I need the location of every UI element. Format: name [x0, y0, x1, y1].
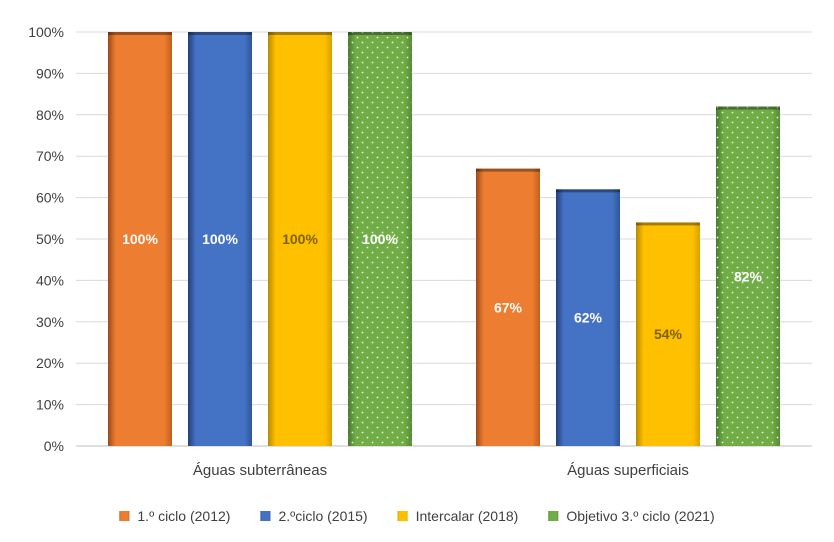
y-axis-ticks: 0% 10% 20% 30% 40% 50% 60% 70% 80% 90% 100% [28, 24, 64, 454]
bar [108, 32, 172, 446]
bar-dot-pattern [348, 32, 412, 446]
y-tick-label: 70% [36, 148, 64, 164]
bar-dot-pattern [716, 106, 780, 447]
bar-top-edge [716, 106, 780, 110]
data-labels: 100% 100% 100% 100% 67% 62% 54% 82% [122, 231, 762, 342]
y-tick-label: 60% [36, 190, 64, 206]
bar [636, 222, 700, 446]
bar [188, 32, 252, 446]
y-tick-label: 30% [36, 314, 64, 330]
data-label: 54% [654, 326, 683, 342]
x-category-label: Águas superficiais [567, 462, 689, 479]
bar-top-edge [108, 32, 172, 35]
legend-swatch [260, 511, 271, 521]
bar-top-edge [556, 189, 620, 193]
legend-swatch [119, 511, 130, 521]
x-axis-categories: Águas subterrâneas Águas superficiais [193, 462, 689, 479]
data-label: 100% [282, 231, 318, 247]
legend: 1.º ciclo (2012) 2.ºciclo (2015) Intercala… [119, 508, 715, 524]
bar-top-edge [188, 32, 252, 35]
y-tick-label: 100% [28, 24, 64, 40]
data-label: 82% [734, 268, 763, 284]
x-category-label: Águas subterrâneas [193, 462, 327, 479]
data-label: 62% [574, 310, 603, 326]
bars [108, 32, 780, 447]
data-label: 100% [202, 231, 238, 247]
legend-label: Objetivo 3.º ciclo (2021) [566, 508, 714, 524]
legend-swatch [397, 511, 408, 521]
data-label: 67% [494, 299, 523, 315]
y-tick-label: 20% [36, 355, 64, 371]
legend-swatch [548, 511, 559, 521]
y-tick-label: 0% [44, 438, 64, 454]
bar-top-edge [636, 222, 700, 226]
bar-top-edge [268, 32, 332, 35]
y-tick-label: 40% [36, 272, 64, 288]
legend-label: Intercalar (2018) [416, 508, 519, 524]
y-tick-label: 90% [36, 65, 64, 81]
legend-label: 2.ºciclo (2015) [278, 508, 367, 524]
data-label: 100% [122, 231, 158, 247]
y-tick-label: 10% [36, 397, 64, 413]
y-tick-label: 50% [36, 231, 64, 247]
bar-top-edge [476, 168, 540, 172]
legend-label: 1.º ciclo (2012) [137, 508, 230, 524]
bar-top-edge [348, 32, 412, 35]
data-label: 100% [362, 231, 398, 247]
bar [476, 168, 540, 446]
bar [268, 32, 332, 446]
bar [556, 189, 620, 446]
y-tick-label: 80% [36, 107, 64, 123]
gridlines [76, 31, 812, 447]
